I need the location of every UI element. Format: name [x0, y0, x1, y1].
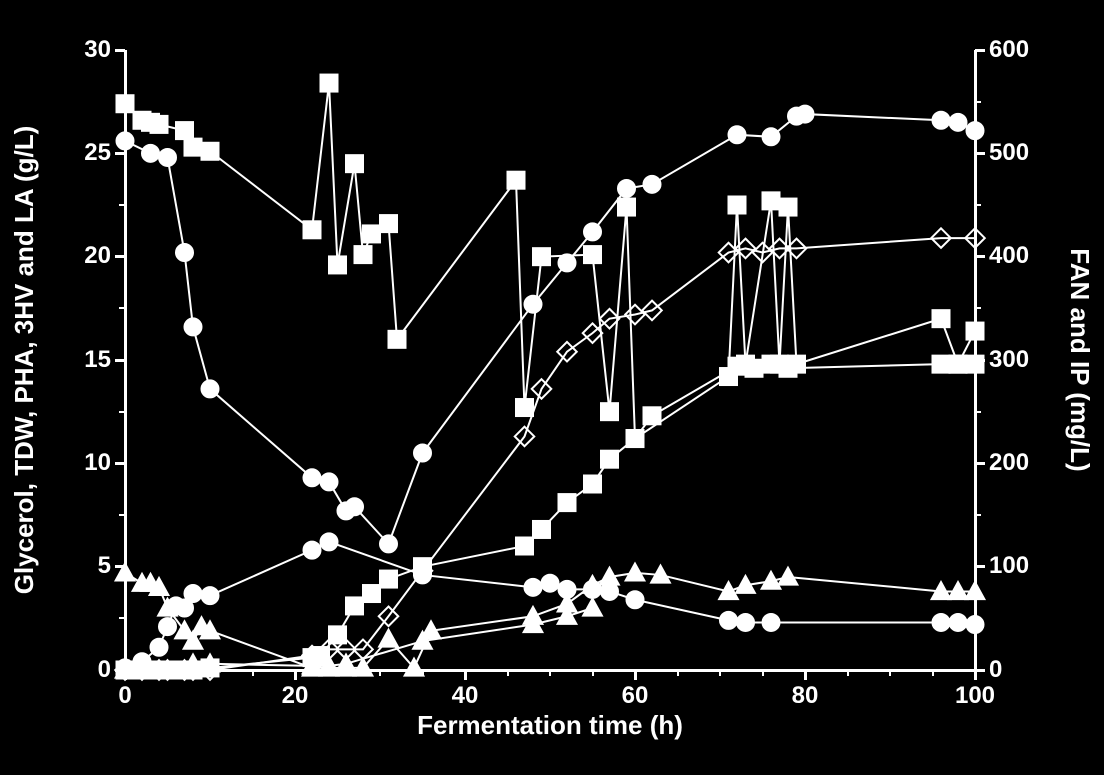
tick-label: 20: [282, 682, 309, 710]
chart-svg: [0, 0, 1104, 775]
series-circles-b: [117, 533, 984, 676]
figure: Fermentation time (h) Glycerol, TDW, PHA…: [0, 0, 1104, 775]
tick-label: 600: [989, 36, 1029, 64]
tick-label: 15: [84, 346, 111, 374]
tick-label: 300: [989, 346, 1029, 374]
tick-label: 25: [84, 139, 111, 167]
tick-label: 20: [84, 242, 111, 270]
tick-label: 30: [84, 36, 111, 64]
tick-label: 5: [98, 552, 111, 580]
tick-label: 60: [622, 682, 649, 710]
tick-label: 100: [989, 552, 1029, 580]
tick-label: 40: [452, 682, 479, 710]
tick-label: 0: [118, 682, 131, 710]
tick-label: 400: [989, 242, 1029, 270]
tick-label: 100: [955, 682, 995, 710]
tick-label: 10: [84, 449, 111, 477]
tick-label: 200: [989, 449, 1029, 477]
tick-label: 500: [989, 139, 1029, 167]
tick-label: 0: [98, 656, 111, 684]
tick-label: 0: [989, 656, 1002, 684]
series-circles-a: [117, 106, 984, 553]
series-squares-lower: [117, 356, 984, 679]
series-diamonds: [115, 228, 985, 679]
tick-label: 80: [792, 682, 819, 710]
